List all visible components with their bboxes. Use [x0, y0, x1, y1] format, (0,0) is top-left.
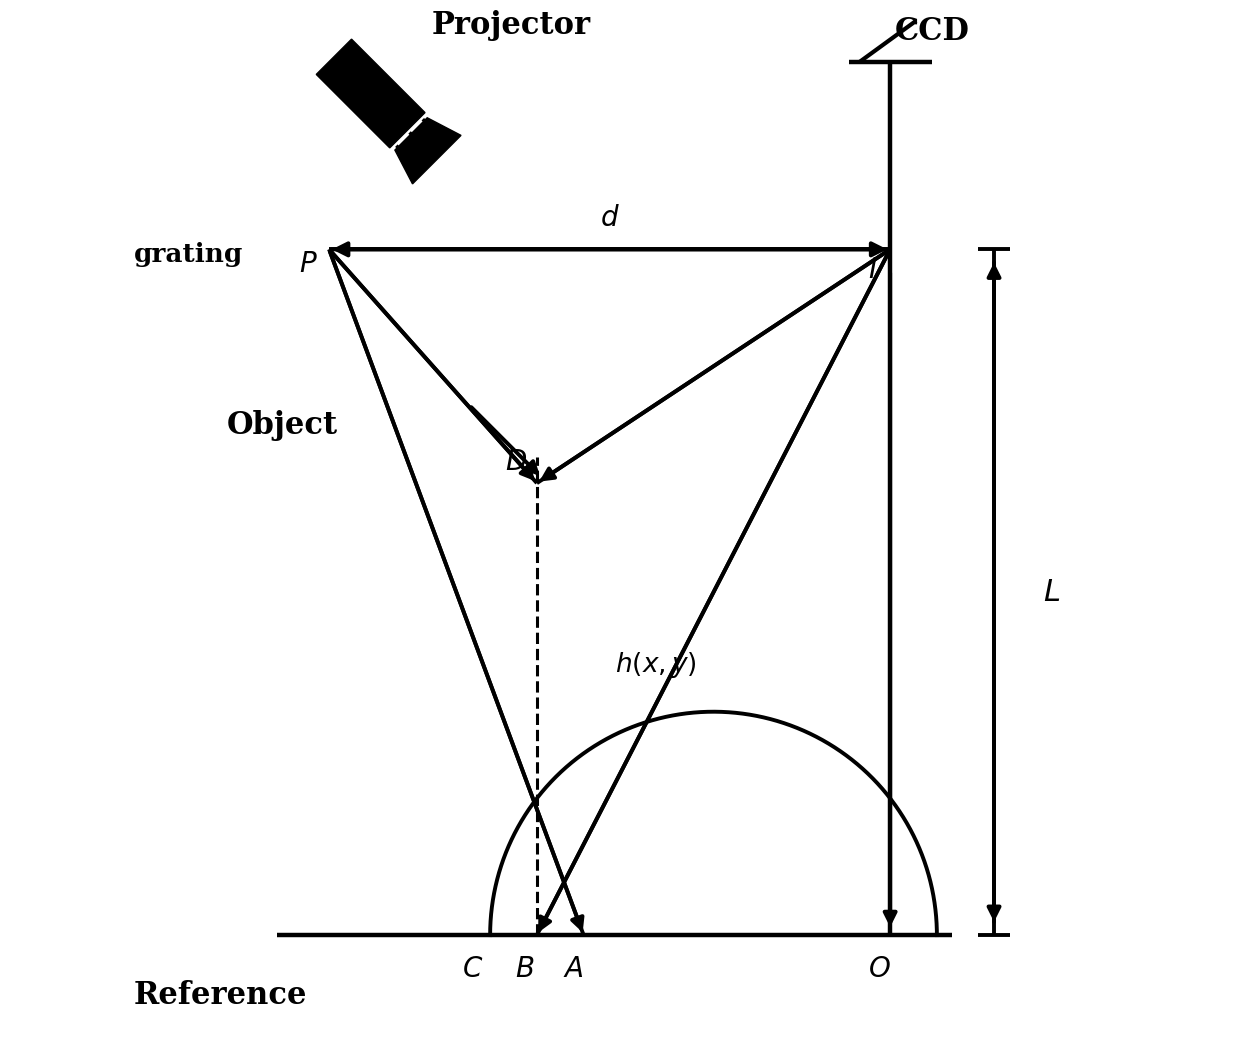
Text: $A$: $A$ [563, 956, 584, 983]
Polygon shape [316, 39, 425, 148]
Polygon shape [394, 117, 461, 184]
Text: $D$: $D$ [505, 449, 527, 476]
Text: $I$: $I$ [868, 257, 877, 284]
Text: $B$: $B$ [515, 956, 534, 983]
Text: Object: Object [227, 410, 337, 442]
Text: Reference: Reference [133, 980, 306, 1011]
Text: $L$: $L$ [1043, 577, 1060, 608]
Text: Projector: Projector [432, 10, 590, 42]
Text: $h(x,y)$: $h(x,y)$ [615, 650, 697, 680]
Text: $O$: $O$ [868, 956, 892, 983]
Text: CCD: CCD [894, 16, 970, 47]
Text: grating: grating [134, 242, 243, 267]
Text: $d$: $d$ [600, 205, 620, 232]
Text: $P$: $P$ [299, 251, 317, 278]
Text: $C$: $C$ [461, 956, 484, 983]
